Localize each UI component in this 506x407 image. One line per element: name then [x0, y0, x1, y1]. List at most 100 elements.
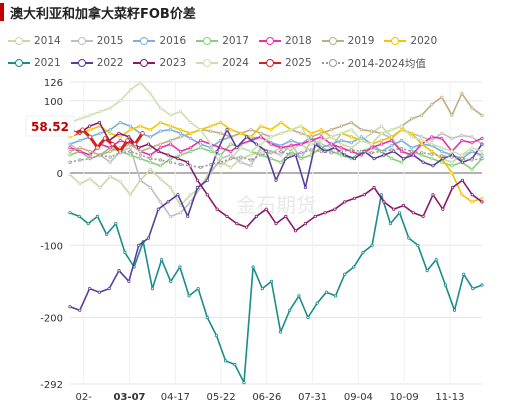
- data-point: [362, 193, 366, 197]
- chart-title: 澳大利亚和加拿大菜籽FOB价差: [10, 7, 196, 22]
- legend-item[interactable]: 2020: [384, 35, 437, 47]
- data-point: [78, 138, 82, 143]
- data-point: [480, 113, 484, 117]
- data-point: [450, 160, 454, 164]
- data-point: [411, 211, 415, 215]
- data-point: [199, 165, 203, 169]
- legend-label: 2019: [347, 35, 375, 47]
- data-point: [189, 164, 193, 168]
- watermark: 金石期货: [236, 193, 316, 217]
- data-point: [168, 214, 173, 218]
- data-point: [416, 243, 420, 247]
- legend-swatch-icon: [196, 36, 219, 46]
- data-point: [169, 279, 173, 283]
- data-point: [369, 142, 374, 146]
- legend-item[interactable]: 2021: [8, 57, 61, 69]
- data-point: [168, 128, 173, 132]
- data-point: [323, 211, 327, 215]
- data-point: [117, 268, 121, 273]
- data-point: [254, 214, 258, 218]
- data-point: [156, 207, 160, 211]
- data-point: [279, 153, 283, 157]
- data-point: [299, 157, 303, 161]
- data-point: [460, 92, 464, 96]
- legend-item[interactable]: 2016: [133, 35, 186, 47]
- data-point: [118, 135, 122, 139]
- data-point: [319, 149, 323, 153]
- data-point: [471, 286, 475, 291]
- data-point: [128, 149, 132, 153]
- data-point: [440, 160, 444, 164]
- series-line-2020: [69, 121, 483, 203]
- data-point: [160, 258, 164, 262]
- data-point: [205, 315, 209, 320]
- data-point: [108, 149, 112, 153]
- data-point: [411, 153, 415, 157]
- data-point: [229, 157, 233, 161]
- data-point: [480, 200, 484, 204]
- data-point: [215, 149, 219, 153]
- legend-swatch-icon: [70, 36, 93, 46]
- data-point: [158, 129, 162, 133]
- data-point: [233, 362, 237, 367]
- data-point: [158, 158, 162, 162]
- data-point: [127, 279, 131, 283]
- data-point: [245, 225, 249, 229]
- legend-item[interactable]: 2025: [258, 57, 312, 69]
- data-point: [470, 106, 474, 110]
- y-tick-label: -292: [40, 380, 63, 391]
- legend-item[interactable]: 2018: [258, 35, 312, 47]
- legend-item[interactable]: 2019: [321, 35, 375, 47]
- data-point: [168, 157, 173, 161]
- data-point: [158, 164, 162, 168]
- data-point: [389, 128, 394, 132]
- legend-item[interactable]: 2014-2024均值: [321, 56, 426, 71]
- legend-item[interactable]: 2015: [70, 35, 123, 47]
- data-point: [205, 178, 209, 182]
- data-point: [279, 160, 283, 164]
- legend-swatch-icon: [8, 58, 30, 68]
- legend-item[interactable]: 2024: [196, 57, 249, 69]
- data-point: [229, 153, 233, 157]
- data-point: [299, 124, 303, 128]
- data-point: [279, 131, 283, 135]
- legend-label: 2022: [96, 57, 124, 69]
- legend-item[interactable]: 2014: [8, 35, 61, 47]
- data-point: [98, 185, 102, 190]
- data-point: [239, 155, 243, 159]
- data-point: [460, 133, 464, 138]
- series-line-2024: [69, 81, 483, 167]
- data-point: [68, 149, 72, 153]
- data-point: [78, 158, 82, 162]
- data-point: [219, 153, 223, 157]
- data-point: [168, 142, 173, 146]
- data-point: [87, 134, 93, 140]
- data-point: [138, 124, 142, 128]
- data-point: [379, 193, 383, 197]
- data-point: [178, 110, 183, 114]
- series-line-2016: [69, 121, 483, 160]
- data-point: [189, 200, 193, 204]
- data-point: [430, 157, 434, 161]
- data-point: [148, 135, 152, 139]
- data-point: [441, 157, 445, 161]
- data-point: [440, 154, 444, 158]
- data-point: [303, 222, 307, 226]
- data-point: [117, 131, 121, 135]
- data-point: [420, 135, 424, 139]
- data-point: [289, 138, 293, 143]
- data-point: [480, 142, 484, 146]
- data-point: [430, 152, 434, 156]
- legend-item[interactable]: 2017: [196, 35, 249, 47]
- legend-item[interactable]: 2022: [70, 57, 124, 69]
- data-point: [229, 165, 233, 169]
- data-point: [98, 131, 102, 135]
- data-point: [421, 214, 425, 218]
- legend-item[interactable]: 2023: [133, 57, 186, 69]
- data-point: [299, 131, 303, 135]
- data-point: [118, 138, 122, 143]
- data-point: [214, 333, 219, 338]
- data-point: [450, 155, 454, 159]
- data-point: [95, 145, 100, 150]
- data-point: [303, 185, 307, 190]
